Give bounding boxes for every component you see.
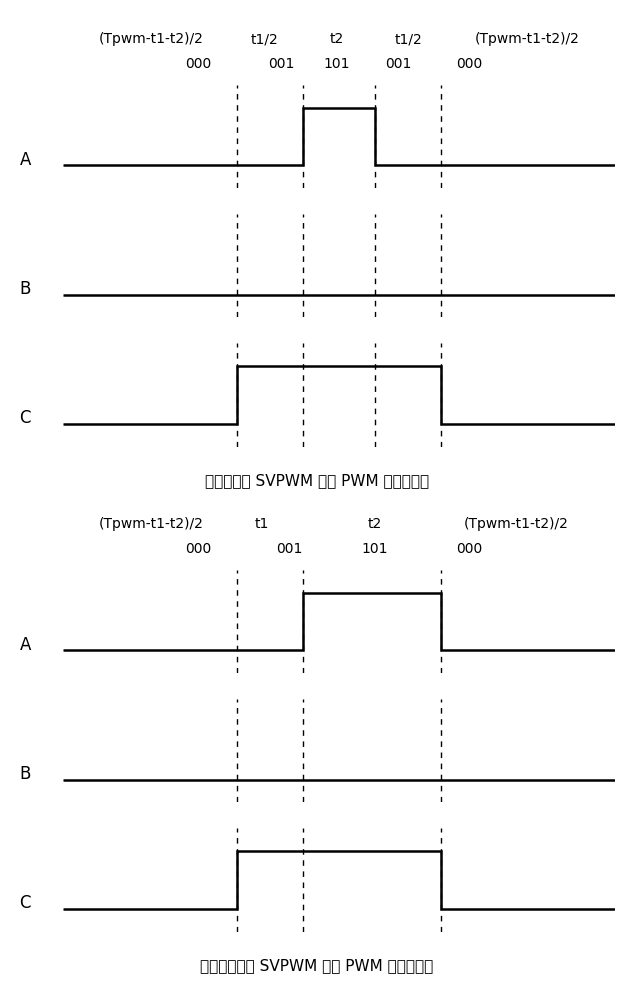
Text: (Tpwm-t1-t2)/2: (Tpwm-t1-t2)/2 [474, 32, 579, 46]
Text: (Tpwm-t1-t2)/2: (Tpwm-t1-t2)/2 [99, 32, 204, 46]
Text: C: C [20, 409, 31, 427]
Text: B: B [20, 280, 31, 298]
Text: 101: 101 [362, 542, 388, 556]
Text: 001: 001 [276, 542, 303, 556]
Text: 000: 000 [456, 542, 482, 556]
Text: A: A [20, 636, 31, 654]
Text: 000: 000 [185, 57, 212, 71]
Text: 000: 000 [456, 57, 482, 71]
Text: t1/2: t1/2 [394, 32, 422, 46]
Text: t2: t2 [368, 517, 382, 531]
Text: 000: 000 [185, 542, 212, 556]
Text: A: A [20, 151, 31, 169]
Text: t1/2: t1/2 [251, 32, 278, 46]
Text: C: C [20, 894, 31, 912]
Text: B: B [20, 765, 31, 783]
Text: t2: t2 [329, 32, 344, 46]
Text: 101: 101 [323, 57, 350, 71]
Text: (Tpwm-t1-t2)/2: (Tpwm-t1-t2)/2 [99, 517, 204, 531]
Text: 常规五段式 SVPWM 在一 PWM 周期的波形: 常规五段式 SVPWM 在一 PWM 周期的波形 [205, 474, 429, 488]
Text: (Tpwm-t1-t2)/2: (Tpwm-t1-t2)/2 [463, 517, 568, 531]
Text: 001: 001 [268, 57, 294, 71]
Text: 非对称四段式 SVPWM 在一 PWM 周期的波形: 非对称四段式 SVPWM 在一 PWM 周期的波形 [200, 958, 434, 974]
Text: t1: t1 [255, 517, 269, 531]
Text: 001: 001 [385, 57, 412, 71]
